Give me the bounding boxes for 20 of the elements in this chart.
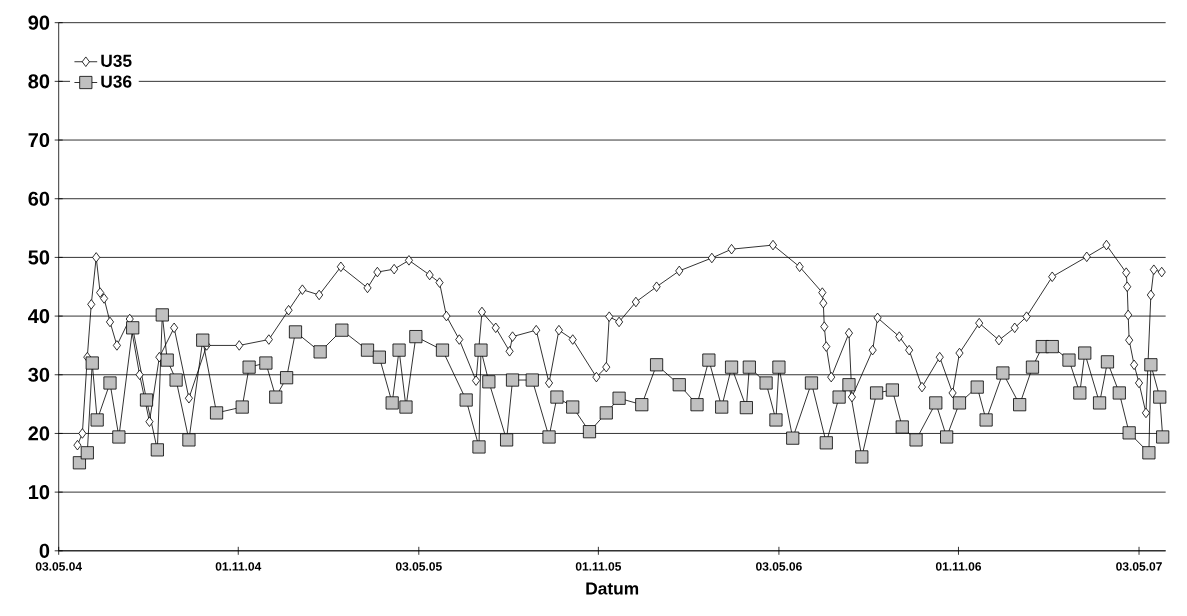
y-tick-label: 20 <box>28 426 50 441</box>
y-tick-label: 40 <box>28 308 50 324</box>
x-axis-title: Datum <box>586 582 639 595</box>
x-tick-label: 03.05.05 <box>395 562 442 571</box>
y-tick-label: 30 <box>28 367 50 382</box>
x-tick-label: 01.11.04 <box>215 562 262 571</box>
x-tick-label: 01.11.05 <box>575 562 622 571</box>
x-tick-label: 03.05.07 <box>1116 562 1162 571</box>
y-tick-label: 70 <box>28 132 50 148</box>
y-tick-label: 0 <box>39 543 50 558</box>
legend-label: U36 <box>101 75 132 88</box>
y-tick-label: 50 <box>28 250 50 265</box>
y-tick-label: 90 <box>28 15 50 30</box>
x-tick-label: 01.11.06 <box>935 562 982 571</box>
x-tick-label: 03.05.06 <box>756 562 802 571</box>
x-tick-label: 03.05.04 <box>35 562 82 571</box>
y-tick-label: 10 <box>28 484 50 500</box>
y-tick-label: 80 <box>28 74 50 89</box>
y-tick-label: 60 <box>28 191 50 206</box>
legend-label: U35 <box>101 54 132 67</box>
